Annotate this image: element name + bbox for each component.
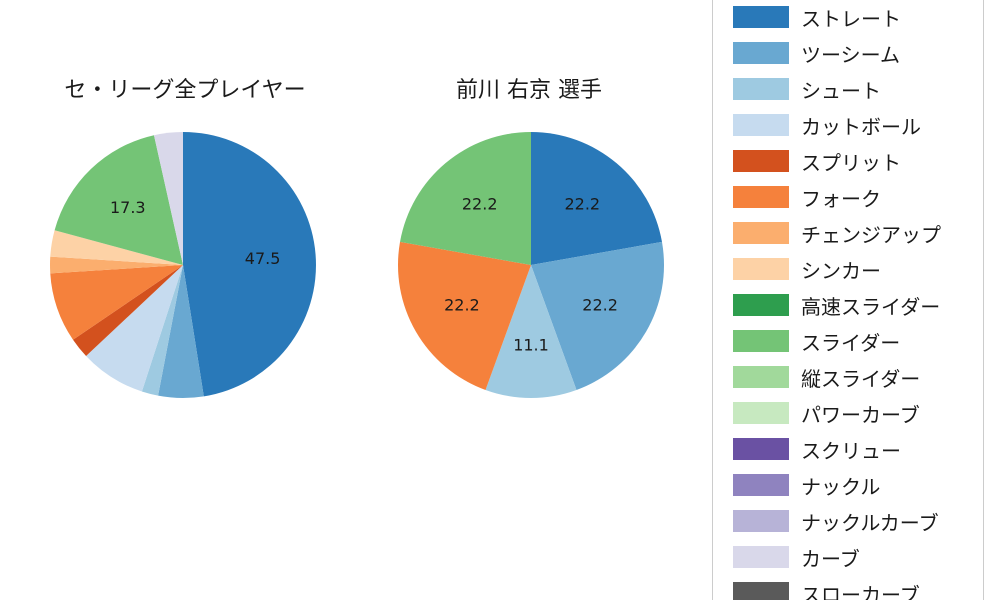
- legend-item-sinker: シンカー: [733, 251, 983, 287]
- pie-slice-fork: [50, 265, 183, 340]
- pie-slice-straight: [531, 132, 662, 265]
- legend-item-slider: スライダー: [733, 323, 983, 359]
- legend-label-knuckle-curve: ナックルカーブ: [801, 510, 939, 535]
- pie-slice-curve: [153, 132, 183, 265]
- legend-swatch-shuuto: [733, 78, 789, 100]
- legend-item-changeup: チェンジアップ: [733, 215, 983, 251]
- legend-label-screw: スクリュー: [801, 438, 901, 463]
- pie-slice-slider: [400, 132, 531, 265]
- pie-label-fork: 22.2: [444, 295, 480, 314]
- legend-swatch-split: [733, 150, 789, 172]
- legend-swatch-slow-curve: [733, 582, 789, 600]
- legend-swatch-fork: [733, 186, 789, 208]
- pie-label-straight: 22.2: [564, 194, 600, 213]
- pie-slice-two-seam: [158, 265, 204, 398]
- legend-item-straight: ストレート: [733, 0, 983, 35]
- pie-label-shuuto: 11.1: [513, 335, 549, 354]
- legend: ストレートツーシームシュートカットボール スプリットフォークチェンジアップ シンカー…: [712, 0, 984, 600]
- legend-item-fast-slider: 高速スライダー: [733, 287, 983, 323]
- legend-item-slow-curve: スローカーブ: [733, 575, 983, 600]
- pie-label-slider: 22.2: [462, 194, 498, 213]
- legend-label-fork: フォーク: [801, 186, 881, 211]
- legend-swatch-sinker: [733, 258, 789, 280]
- pie-slice-fork: [397, 241, 531, 390]
- pie-slice-split: [73, 265, 183, 357]
- legend-swatch-screw: [733, 438, 789, 460]
- legend-item-power-curve: パワーカーブ: [733, 395, 983, 431]
- chart-title-player: 前川 右京 選手: [456, 78, 602, 103]
- pie-slice-sinker: [50, 230, 183, 265]
- chart-title-league: セ・リーグ全プレイヤー: [64, 78, 306, 103]
- legend-item-screw: スクリュー: [733, 431, 983, 467]
- legend-label-two-seam: ツーシーム: [801, 42, 900, 67]
- legend-label-fast-slider: 高速スライダー: [801, 294, 941, 319]
- pie-slice-shuuto: [485, 265, 577, 399]
- legend-swatch-slider: [733, 330, 789, 352]
- legend-item-split: スプリット: [733, 143, 983, 179]
- legend-label-cutball: カットボール: [801, 114, 921, 139]
- legend-label-straight: ストレート: [801, 6, 901, 31]
- legend-label-shuuto: シュート: [801, 78, 881, 103]
- legend-label-slow-curve: スローカーブ: [801, 582, 920, 600]
- legend-label-changeup: チェンジアップ: [801, 222, 941, 247]
- legend-item-shuuto: シュート: [733, 71, 983, 107]
- legend-label-curve: カーブ: [801, 546, 860, 571]
- legend-swatch-curve: [733, 546, 789, 568]
- legend-swatch-knuckle-curve: [733, 510, 789, 532]
- legend-item-cutball: カットボール: [733, 107, 983, 143]
- legend-swatch-power-curve: [733, 402, 789, 424]
- pie-chart-player: 22.2 22.2 11.1 22.2 22.2: [397, 132, 665, 399]
- legend-item-vertical-slider: 縦スライダー: [733, 359, 983, 395]
- legend-swatch-changeup: [733, 222, 789, 244]
- legend-swatch-knuckle: [733, 474, 789, 496]
- legend-swatch-vertical-slider: [733, 366, 789, 388]
- legend-label-split: スプリット: [801, 150, 901, 175]
- pie-chart-league: 47.5 17.3: [49, 132, 316, 398]
- legend-swatch-fast-slider: [733, 294, 789, 316]
- legend-label-vertical-slider: 縦スライダー: [801, 366, 921, 391]
- legend-label-knuckle: ナックル: [801, 474, 881, 499]
- legend-item-knuckle-curve: ナックルカーブ: [733, 503, 983, 539]
- legend-item-knuckle: ナックル: [733, 467, 983, 503]
- legend-item-fork: フォーク: [733, 179, 983, 215]
- pie-label-straight: 47.5: [245, 249, 281, 268]
- legend-label-sinker: シンカー: [801, 258, 881, 283]
- pie-slice-cutball: [86, 265, 183, 392]
- pie-slice-straight: [183, 132, 316, 397]
- pie-slice-two-seam: [531, 241, 665, 390]
- pie-label-two-seam: 22.2: [582, 295, 618, 314]
- pie-slice-shuuto: [141, 265, 183, 396]
- legend-swatch-straight: [733, 6, 789, 28]
- pie-slice-slider: [54, 135, 183, 265]
- legend-swatch-two-seam: [733, 42, 789, 64]
- legend-swatch-cutball: [733, 114, 789, 136]
- pie-slice-changeup: [49, 256, 184, 274]
- legend-label-power-curve: パワーカーブ: [801, 402, 920, 427]
- legend-item-curve: カーブ: [733, 539, 983, 575]
- pie-label-slider: 17.3: [110, 198, 146, 217]
- legend-item-two-seam: ツーシーム: [733, 35, 983, 71]
- legend-label-slider: スライダー: [801, 330, 901, 355]
